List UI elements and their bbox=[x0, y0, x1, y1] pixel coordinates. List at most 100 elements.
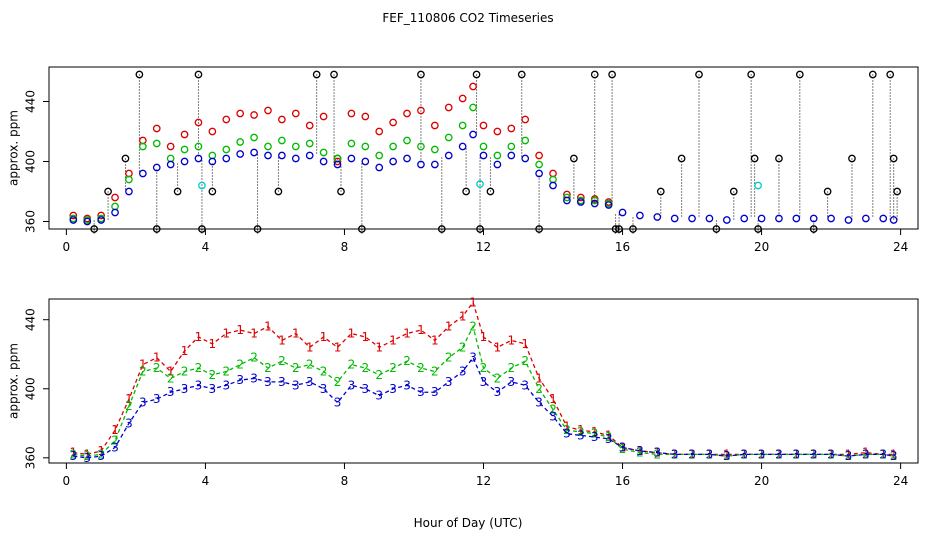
ch1-point bbox=[264, 106, 272, 115]
ch2-point bbox=[521, 136, 530, 145]
ch2-point-label: 2 bbox=[706, 447, 714, 461]
x-tick-label: 20 bbox=[754, 474, 769, 488]
raw-point bbox=[274, 187, 283, 196]
ch3-point bbox=[83, 217, 92, 226]
ch2-point bbox=[563, 193, 571, 202]
ch1-point bbox=[152, 124, 161, 133]
ch1-point-label: 1 bbox=[250, 327, 258, 341]
x-tick-label: 8 bbox=[341, 474, 349, 488]
raw-point bbox=[104, 187, 112, 196]
ch3-point bbox=[670, 214, 679, 223]
ch1-point bbox=[305, 121, 314, 130]
ch3-point-label: 3 bbox=[139, 396, 147, 410]
ch1-point bbox=[535, 151, 543, 160]
raw-point bbox=[194, 70, 203, 79]
ch3-point-label: 3 bbox=[236, 373, 244, 387]
ch1-point-label: 1 bbox=[334, 340, 342, 354]
ch2-point bbox=[430, 145, 439, 154]
ch1-point-label: 1 bbox=[605, 428, 613, 442]
ch2-point-label: 2 bbox=[459, 340, 467, 354]
ch1-point-label: 1 bbox=[97, 444, 105, 458]
ch2-point bbox=[319, 148, 328, 157]
ch2-point-label: 2 bbox=[619, 442, 627, 456]
ch1-point bbox=[222, 115, 231, 124]
ch2-point bbox=[180, 145, 189, 154]
ch2-point-label: 2 bbox=[740, 447, 748, 461]
ch3-point-label: 3 bbox=[222, 378, 230, 392]
ch1-point-label: 1 bbox=[209, 337, 217, 351]
ch3-point bbox=[264, 151, 272, 160]
ch2-point bbox=[347, 139, 356, 148]
raw-point bbox=[754, 225, 762, 233]
ch2-point bbox=[479, 142, 488, 151]
ch3-line bbox=[73, 356, 894, 459]
ch1-point-label: 1 bbox=[636, 444, 644, 458]
raw-point bbox=[417, 70, 425, 79]
raw-point bbox=[198, 225, 206, 233]
ch1-point-label: 1 bbox=[292, 327, 300, 341]
ch3-point bbox=[879, 214, 888, 223]
x-tick-label: 24 bbox=[893, 240, 908, 254]
raw-point bbox=[712, 225, 721, 233]
raw-point bbox=[868, 70, 877, 79]
ch3-point bbox=[535, 169, 543, 178]
ch2-point-label: 2 bbox=[348, 358, 356, 372]
ch2-point-label: 2 bbox=[417, 361, 425, 375]
raw-point bbox=[337, 187, 345, 196]
ch3-point bbox=[444, 151, 453, 160]
ch3-point-label: 3 bbox=[111, 440, 119, 454]
ch3-point-label: 3 bbox=[653, 446, 661, 460]
ch2-point bbox=[152, 139, 161, 148]
ch3-point bbox=[757, 214, 766, 223]
raw-point bbox=[775, 154, 783, 163]
ch1-point bbox=[389, 118, 397, 127]
raw-point bbox=[208, 187, 217, 196]
ch2-point-label: 2 bbox=[653, 447, 661, 461]
ch1-point bbox=[319, 112, 328, 121]
raw-point bbox=[472, 70, 481, 79]
ch2-point-label: 2 bbox=[521, 354, 529, 368]
ch3-point bbox=[493, 160, 502, 169]
figure-title: FEF_110806 CO2 Timeseries bbox=[382, 11, 553, 25]
ch3-point bbox=[166, 160, 175, 169]
raw-point bbox=[750, 154, 759, 163]
ch3-point bbox=[740, 214, 749, 223]
ch2-point-label: 2 bbox=[810, 447, 818, 461]
ch1-point bbox=[180, 130, 189, 139]
ch2-point-label: 2 bbox=[125, 399, 133, 413]
ch1-point bbox=[166, 142, 175, 151]
ch2-point-label: 2 bbox=[480, 361, 488, 375]
ch3-point bbox=[305, 151, 314, 160]
ch2-point bbox=[291, 142, 300, 151]
ch3-point-label: 3 bbox=[723, 449, 731, 463]
ch3-point-label: 3 bbox=[209, 382, 217, 396]
ch1-point bbox=[521, 115, 530, 124]
ch3-point-label: 3 bbox=[348, 378, 356, 392]
ch3-point-label: 3 bbox=[431, 385, 439, 399]
ch3-point-label: 3 bbox=[619, 440, 627, 454]
ch2-point-label: 2 bbox=[264, 361, 272, 375]
x-tick-label: 16 bbox=[615, 474, 630, 488]
ch2-point-label: 2 bbox=[334, 375, 342, 389]
raw-point bbox=[893, 187, 901, 196]
ch1-point bbox=[69, 211, 78, 220]
ch3-point-label: 3 bbox=[535, 396, 543, 410]
ch2-point-label: 2 bbox=[320, 365, 328, 379]
ch3-point bbox=[507, 151, 516, 160]
x-tick-label: 4 bbox=[202, 240, 210, 254]
ch1-point bbox=[250, 111, 258, 119]
x-tick-label: 4 bbox=[202, 474, 210, 488]
raw-point bbox=[886, 70, 895, 79]
raw-point bbox=[570, 154, 578, 163]
ch1-point bbox=[291, 109, 300, 118]
ch1-point-label: 1 bbox=[862, 446, 870, 460]
x-tick-label: 0 bbox=[63, 240, 71, 254]
ch3-point-label: 3 bbox=[417, 385, 425, 399]
x-tick-label: 12 bbox=[476, 474, 491, 488]
ch4-point bbox=[198, 181, 206, 190]
raw-point bbox=[747, 70, 756, 79]
ch2-point bbox=[469, 103, 477, 112]
ch2-point-label: 2 bbox=[236, 358, 244, 372]
ch3-point bbox=[278, 151, 286, 160]
